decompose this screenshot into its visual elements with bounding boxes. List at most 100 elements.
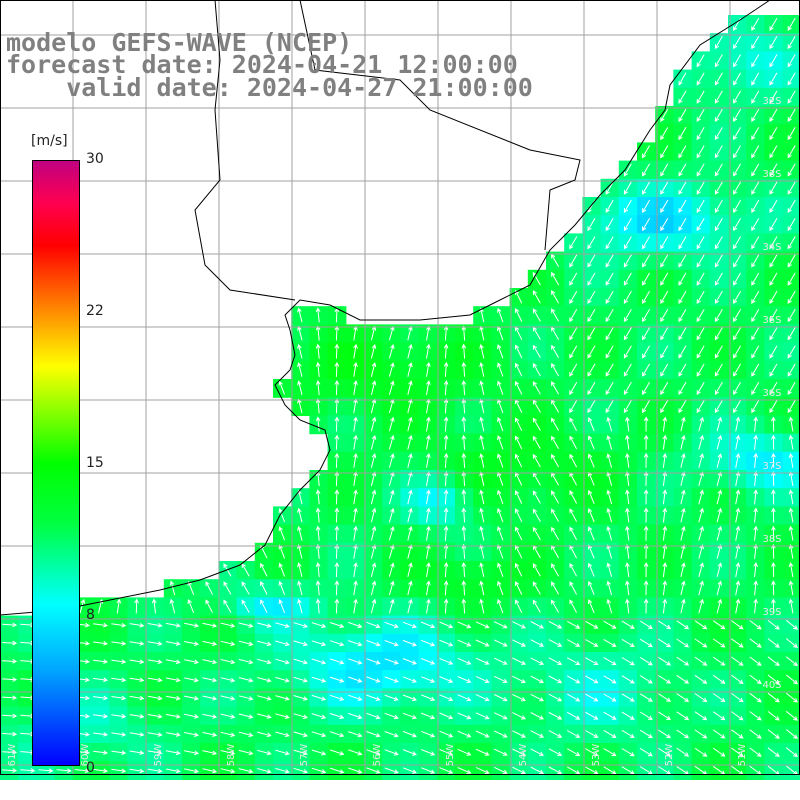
wind-arrow	[514, 581, 523, 595]
borders	[194, 0, 581, 301]
wind-arrow	[551, 563, 560, 577]
wind-arrow	[366, 640, 381, 647]
wind-arrow	[587, 345, 596, 359]
wind-arrow	[569, 272, 578, 286]
wind-arrow	[566, 766, 581, 775]
wind-arrow	[787, 254, 796, 268]
wind-arrow	[439, 730, 454, 738]
lat-label: 40S	[762, 680, 781, 691]
wind-arrow	[787, 17, 796, 31]
wind-arrow	[569, 309, 578, 323]
wind-arrow	[334, 489, 340, 505]
wind-arrow	[493, 621, 508, 629]
wind-arrow	[238, 640, 254, 647]
wind-arrow	[497, 526, 504, 541]
wind-arrow	[532, 308, 541, 322]
wind-arrow	[625, 562, 630, 578]
wind-arrow	[787, 72, 796, 86]
wind-arrow	[662, 580, 668, 596]
wind-arrow	[660, 309, 669, 323]
wind-arrow	[587, 489, 595, 504]
wind-arrow	[733, 54, 742, 68]
wind-arrow	[606, 580, 613, 596]
wind-arrow	[643, 489, 649, 505]
wind-arrow	[329, 676, 345, 683]
wind-arrow	[587, 400, 596, 414]
wind-arrow	[530, 730, 545, 738]
wind-arrow	[696, 127, 705, 141]
wind-arrow	[461, 489, 467, 505]
wind-arrow	[2, 622, 18, 628]
wind-arrow	[678, 236, 687, 250]
wind-arrow	[220, 622, 236, 628]
wind-arrow	[603, 657, 617, 666]
wind-arrow	[698, 434, 704, 450]
wind-arrow	[353, 361, 358, 377]
wind-arrow	[621, 675, 635, 684]
wind-arrow	[680, 453, 686, 468]
wind-arrow	[714, 199, 723, 213]
wind-arrow	[771, 489, 776, 505]
wind-arrow	[147, 641, 163, 646]
wind-arrow	[787, 381, 796, 395]
wind-arrow	[735, 452, 741, 468]
wind-arrow	[735, 562, 741, 578]
wind-arrow	[297, 343, 303, 359]
wind-arrow	[623, 199, 632, 213]
wind-arrow	[479, 507, 485, 523]
wind-arrow	[205, 581, 213, 595]
wind-arrow	[625, 507, 630, 523]
wind-arrow	[388, 362, 395, 377]
wind-arrow	[643, 525, 649, 541]
wind-arrow	[733, 381, 742, 395]
wind-arrow	[643, 416, 649, 432]
wind-arrow	[621, 766, 635, 775]
wind-arrow	[603, 729, 617, 738]
wind-arrow	[642, 363, 651, 377]
wind-arrow	[769, 127, 778, 141]
wind-arrow	[93, 732, 109, 737]
wind-arrow	[642, 181, 651, 195]
wind-arrow	[293, 767, 308, 774]
wind-arrow	[680, 489, 686, 505]
wind-arrow	[548, 730, 563, 738]
wind-arrow	[93, 641, 109, 646]
wind-arrow	[532, 435, 541, 450]
wind-arrow	[771, 598, 776, 614]
wind-arrow	[751, 236, 760, 250]
wind-arrow	[514, 508, 523, 523]
wind-arrow	[497, 416, 504, 432]
wind-arrow	[643, 507, 649, 523]
wind-arrow	[293, 713, 308, 719]
lon-label: 51W	[737, 744, 748, 767]
wind-arrow	[751, 127, 760, 141]
wind-arrow	[696, 327, 705, 341]
wind-arrow	[129, 659, 145, 664]
wind-arrow	[680, 416, 686, 432]
wind-arrow	[735, 525, 741, 541]
wind-arrow	[293, 640, 308, 647]
wind-arrow	[402, 767, 417, 774]
wind-arrow	[165, 677, 181, 683]
lon-label: 53W	[591, 744, 602, 767]
wind-arrow	[603, 638, 617, 647]
wind-arrow	[497, 489, 504, 505]
wind-arrow	[551, 271, 560, 286]
wind-arrow	[497, 598, 504, 614]
wind-arrow	[749, 638, 762, 648]
wind-arrow	[334, 580, 340, 596]
wind-arrow	[311, 694, 327, 701]
wind-arrow	[220, 677, 236, 683]
wind-arrow	[785, 710, 799, 721]
wind-arrow	[497, 435, 504, 450]
wind-arrow	[475, 621, 490, 629]
wind-arrow	[353, 507, 358, 523]
wind-arrow	[512, 730, 526, 738]
wind-arrow	[421, 712, 436, 720]
wind-arrow	[785, 747, 799, 758]
wind-arrow	[129, 750, 145, 755]
wind-arrow	[184, 750, 200, 756]
wind-arrow	[585, 730, 599, 738]
wind-arrow	[530, 748, 545, 756]
wind-arrow	[771, 580, 776, 596]
